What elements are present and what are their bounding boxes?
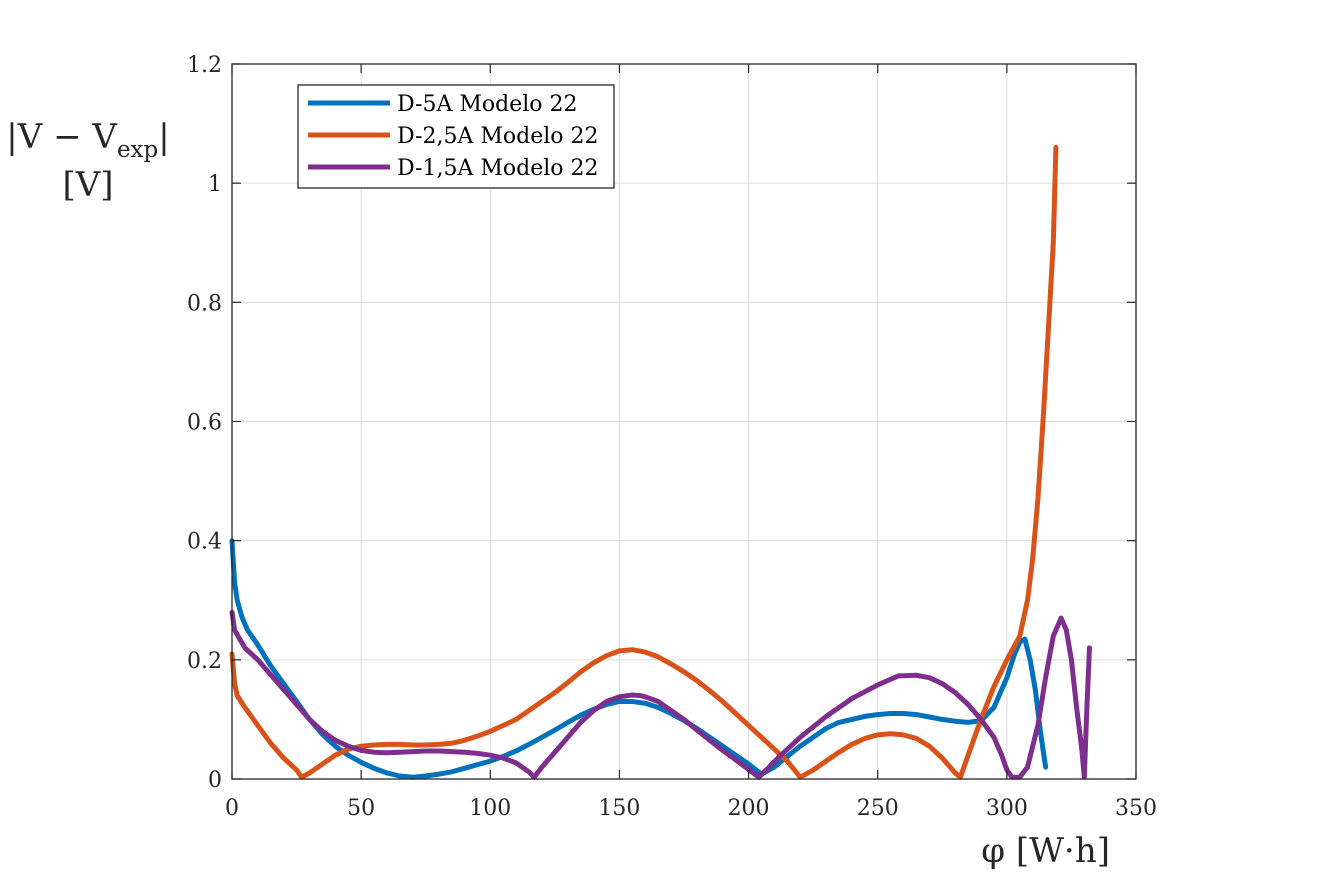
y-axis-label-main: |V − V [6,117,118,157]
y-tick-label: 0.8 [187,291,222,316]
x-tick-label: 150 [598,796,640,821]
x-tick-label: 0 [225,796,239,821]
legend: D-5A Modelo 22 D-2,5A Modelo 22 D-1,5A Mod… [297,84,615,189]
series-line-d-1-5a [229,609,1092,780]
legend-label: D-1,5A Modelo 22 [397,156,599,181]
legend-label: D-2,5A Modelo 22 [397,124,599,149]
y-axis-label-close: | [158,117,169,157]
legend-label: D-5A Modelo 22 [397,92,578,117]
y-axis-label-sub: exp [117,137,158,163]
y-tick-label: 0 [208,768,222,793]
ticks: 0 50 100 150 200 250 300 350 0 0.2 0.4 0.6 0.8 1 1.2 [187,53,1157,821]
y-tick-label: 1.2 [187,53,222,78]
y-tick-label: 1 [208,172,222,197]
series-layer [229,144,1092,780]
y-tick-label: 0.6 [187,411,222,436]
grid [232,64,1136,779]
series-line-d-2-5a [229,144,1059,780]
y-axis-unit: [V] [62,165,113,205]
y-tick-label: 0.2 [187,649,222,674]
y-axis-label: |V − Vexp| [6,117,169,163]
x-tick-label: 100 [469,796,511,821]
x-tick-label: 50 [347,796,375,821]
x-tick-label: 250 [857,796,899,821]
x-axis-label: φ [W·h] [981,831,1110,871]
x-tick-label: 200 [728,796,770,821]
x-tick-label: 350 [1115,796,1157,821]
x-tick-label: 300 [986,796,1028,821]
y-tick-label: 0.4 [187,530,222,555]
